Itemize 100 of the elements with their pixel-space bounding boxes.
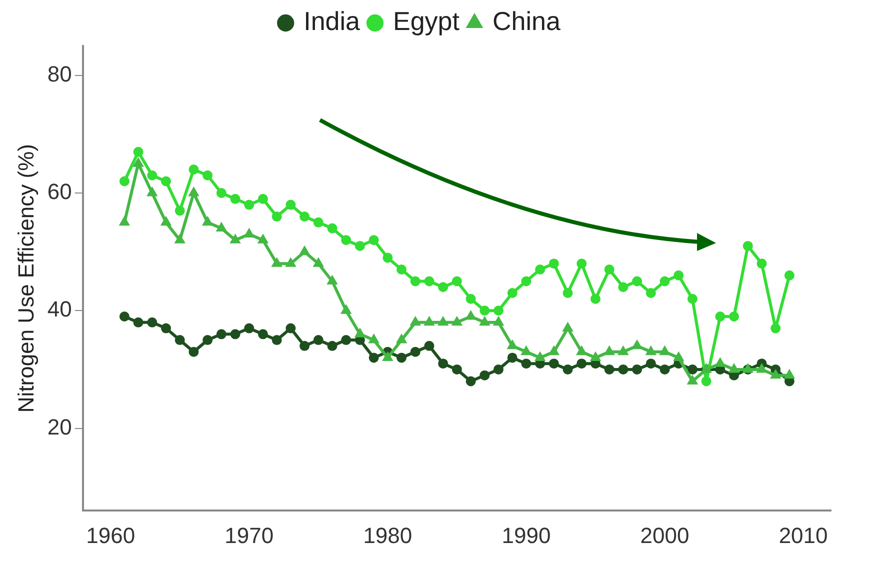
point: [576, 258, 587, 269]
point: [161, 217, 171, 226]
point: [562, 364, 573, 374]
point: [230, 329, 240, 340]
point: [313, 217, 324, 228]
point: [327, 223, 338, 234]
point: [729, 364, 739, 373]
point: [410, 346, 420, 357]
point: [202, 335, 213, 346]
point: [535, 264, 546, 274]
point: [507, 288, 518, 298]
point: [354, 240, 365, 251]
point: [188, 164, 199, 174]
point: [729, 312, 740, 322]
point: [632, 364, 642, 374]
point: [548, 358, 559, 369]
point: [548, 258, 559, 269]
point: [480, 306, 490, 316]
y-axis-title: Nitrogen Use Efficiency (%): [13, 144, 38, 413]
point: [757, 364, 766, 373]
point: [216, 329, 226, 340]
point: [480, 370, 490, 380]
point: [174, 206, 185, 216]
x-tick-label: 1960: [86, 522, 136, 548]
point: [521, 276, 532, 286]
point: [590, 294, 600, 304]
point: [216, 188, 226, 198]
y-tick-label: 40: [47, 296, 72, 322]
point: [660, 364, 670, 374]
point: [452, 364, 462, 374]
point: [771, 370, 780, 379]
point: [438, 282, 448, 292]
point: [147, 317, 158, 328]
point: [715, 312, 726, 322]
point: [286, 323, 296, 334]
point: [466, 376, 476, 386]
point: [396, 352, 407, 363]
point: [742, 240, 753, 251]
point: [244, 323, 254, 334]
point: [687, 364, 698, 374]
point: [618, 282, 628, 292]
point: [382, 252, 393, 263]
point: [368, 235, 379, 246]
point: [258, 235, 268, 244]
point: [494, 364, 504, 374]
point: [230, 194, 240, 204]
point: [119, 312, 130, 322]
point: [286, 200, 296, 210]
point: [396, 335, 406, 344]
point: [119, 176, 130, 186]
point: [438, 358, 448, 369]
point: [424, 276, 434, 286]
point: [424, 340, 434, 351]
point: [174, 335, 185, 346]
point: [646, 358, 656, 369]
point: [632, 276, 642, 286]
point: [466, 294, 476, 304]
point: [272, 335, 282, 346]
point: [674, 270, 684, 280]
point: [494, 317, 504, 326]
point: [327, 340, 338, 351]
y-tick-label: 80: [47, 61, 72, 86]
point: [562, 288, 573, 298]
point: [147, 170, 158, 180]
point: [618, 364, 628, 374]
point: [770, 323, 781, 334]
point: [258, 329, 268, 340]
y-tick-label: 20: [47, 414, 72, 440]
point: [660, 276, 670, 286]
x-tick-label: 2010: [778, 522, 828, 548]
point: [604, 264, 614, 274]
point: [494, 306, 504, 316]
legend-label: India: [304, 6, 361, 36]
point: [756, 258, 767, 269]
point: [300, 212, 310, 222]
legend-label: Egypt: [392, 6, 460, 36]
point: [202, 170, 213, 180]
point: [521, 358, 532, 369]
point: [687, 294, 698, 304]
point: [701, 376, 712, 386]
point: [604, 364, 614, 374]
point: [784, 270, 794, 280]
x-tick-label: 1980: [363, 522, 412, 548]
point: [313, 335, 324, 346]
point: [341, 235, 352, 246]
point: [258, 194, 268, 204]
point: [244, 200, 254, 210]
point: [396, 264, 407, 274]
point: [133, 317, 144, 328]
y-tick-label: 60: [47, 179, 72, 204]
point: [590, 352, 600, 361]
point: [272, 212, 282, 222]
point: [160, 176, 171, 186]
point: [410, 276, 420, 286]
point: [368, 352, 379, 363]
x-tick-label: 2000: [640, 522, 690, 548]
point: [452, 276, 462, 286]
point: [341, 335, 352, 346]
point: [188, 346, 199, 357]
point: [646, 288, 656, 298]
